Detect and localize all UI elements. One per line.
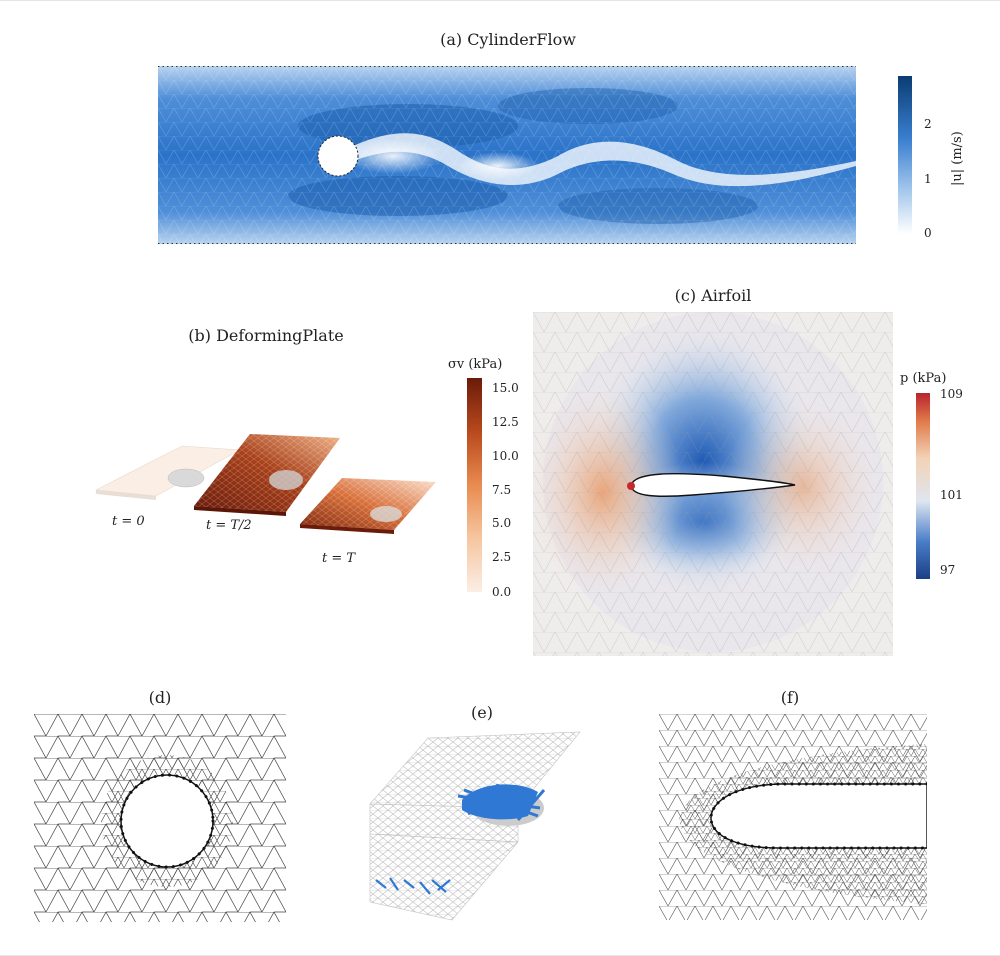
colorbar-c-tick-1: 101 [940, 488, 963, 502]
colorbar-b-tick-5: 12.5 [492, 415, 519, 429]
colorbar-c [916, 393, 930, 579]
panel-d-title: (d) [148, 688, 172, 707]
cylinder-flow-field [158, 66, 856, 244]
colorbar-b-tick-2: 5.0 [492, 516, 512, 530]
colorbar-b-tick-3: 7.5 [492, 483, 512, 497]
airfoil-pressure-field [533, 312, 893, 656]
time-label-half: t = T/2 [206, 518, 252, 533]
cylinder-mesh-detail [34, 714, 286, 922]
colorbar-a-label: |u| (m/s) [950, 131, 965, 186]
colorbar-c-tick-2: 109 [940, 387, 963, 401]
panel-f-title: (f) [780, 688, 800, 707]
colorbar-b-tick-4: 10.0 [492, 449, 519, 463]
panel-b-title: (b) DeformingPlate [188, 326, 344, 345]
time-label-end: t = T [322, 551, 356, 566]
colorbar-a-tick-2: 2 [924, 117, 932, 131]
colorbar-b-tick-1: 2.5 [492, 550, 512, 564]
deforming-plate-illustration [94, 434, 436, 534]
colorbar-b [467, 378, 482, 592]
colorbar-a-tick-0: 0 [924, 226, 932, 240]
colorbar-c-tick-0: 97 [940, 563, 956, 577]
colorbar-a [898, 76, 912, 234]
panel-c-title: (c) Airfoil [674, 286, 752, 305]
airfoil-mesh-detail [659, 714, 927, 920]
colorbar-c-label: p (kPa) [900, 371, 947, 386]
colorbar-a-tick-1: 1 [924, 172, 932, 186]
colorbar-b-label: σv (kPa) [448, 357, 503, 372]
colorbar-b-tick-0: 0.0 [492, 585, 512, 599]
time-label-0: t = 0 [112, 514, 145, 529]
plate-mesh-detail [369, 731, 581, 921]
colorbar-b-tick-6: 15.0 [492, 381, 519, 395]
panel-a-title: (a) CylinderFlow [440, 30, 576, 49]
panel-e-title: (e) [471, 703, 493, 722]
